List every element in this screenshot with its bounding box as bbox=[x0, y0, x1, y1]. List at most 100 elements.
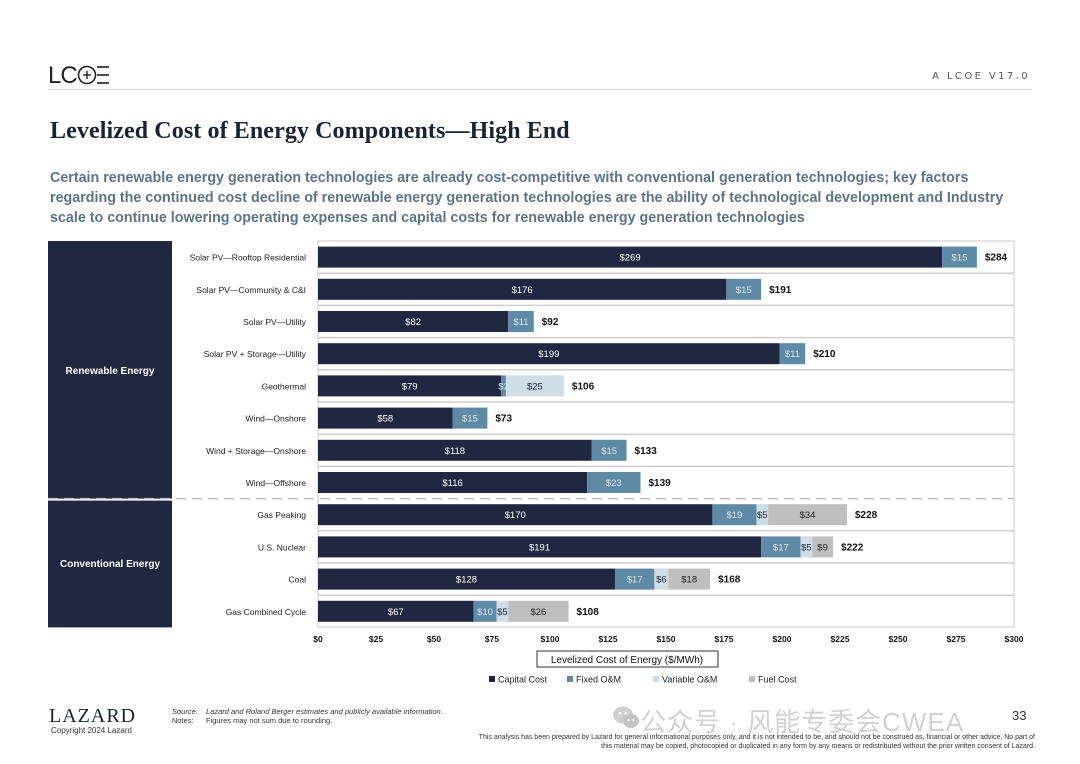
bar-fixed-om bbox=[614, 568, 655, 590]
x-axis-ticks: $0 $25 $50 $75 $100 $125 $150 $175 $200 $225 $250 $… bbox=[313, 634, 1023, 644]
segment-value-label: $6 bbox=[656, 575, 667, 586]
segment-value-label: $5 bbox=[497, 607, 508, 618]
bar-fixed-om bbox=[508, 311, 534, 332]
segment-value-label: $15 bbox=[462, 414, 478, 425]
segment-value-label: $199 bbox=[538, 349, 559, 360]
legend-label: Capital Cost bbox=[498, 675, 548, 685]
source-text: Lazard and Roland Berger estimates and p… bbox=[206, 707, 443, 716]
segment-value-label: $15 bbox=[736, 285, 752, 296]
stacked-bar-chart: Renewable Energy Conventional Energy Sola… bbox=[48, 240, 1024, 685]
segment-value-label: $10 bbox=[477, 607, 493, 618]
bar-capital bbox=[318, 375, 502, 397]
segment-value-label: $11 bbox=[785, 349, 800, 360]
segment-value-label: $5 bbox=[801, 542, 812, 553]
segment-value-label: $58 bbox=[377, 414, 393, 425]
total-value-label: $139 bbox=[648, 478, 671, 489]
segment-value-label: $67 bbox=[388, 607, 404, 618]
legend-swatch bbox=[749, 676, 755, 682]
page-number: 33 bbox=[1012, 708, 1027, 723]
source-label: Source: bbox=[172, 707, 198, 716]
disclaimer-text: This analysis has been prepared by Lazar… bbox=[478, 734, 1035, 750]
group-panel bbox=[48, 241, 172, 499]
bar-fuel bbox=[812, 536, 834, 558]
header-divider bbox=[48, 89, 1032, 90]
bar-capital bbox=[318, 311, 509, 332]
segment-value-label: $176 bbox=[512, 285, 533, 296]
total-value-label: $106 bbox=[572, 381, 595, 392]
segment-value-label: $269 bbox=[619, 253, 640, 264]
x-tick-label: $125 bbox=[599, 634, 618, 644]
lcoe-logo: LC bbox=[48, 62, 109, 89]
bar-fixed-om bbox=[473, 600, 497, 622]
x-tick-label: $100 bbox=[541, 634, 560, 644]
segment-value-label: $17 bbox=[773, 542, 789, 553]
x-tick-label: $275 bbox=[947, 634, 966, 644]
x-tick-label: $200 bbox=[773, 634, 792, 644]
segment-value-label: $170 bbox=[505, 510, 526, 521]
x-tick-label: $25 bbox=[369, 634, 383, 644]
segment-value-label: $34 bbox=[800, 510, 816, 521]
total-value-label: $92 bbox=[542, 317, 559, 328]
segment-value-label: $116 bbox=[442, 478, 462, 489]
total-labels: $284 $191 $92 $210 $106 $73 $133 $139 $228 $222 $1… bbox=[495, 253, 1007, 618]
page-subtitle: Certain renewable energy generation tech… bbox=[50, 170, 1004, 226]
bar-variable-om bbox=[505, 375, 564, 397]
bar-fixed-om bbox=[942, 246, 977, 268]
bar-fixed-om bbox=[712, 504, 757, 526]
group-panels: Renewable Energy Conventional Energy bbox=[48, 241, 1014, 628]
category-label: Coal bbox=[289, 575, 307, 585]
category-label: Geothermal bbox=[262, 381, 307, 391]
total-value-label: $133 bbox=[635, 446, 658, 457]
row-dividers bbox=[318, 272, 1014, 596]
x-tick-label: $225 bbox=[831, 634, 850, 644]
group-label: Conventional Energy bbox=[60, 559, 160, 570]
bar-fixed-om bbox=[501, 375, 506, 397]
legend-swatch bbox=[489, 676, 495, 682]
total-value-label: $191 bbox=[769, 285, 792, 296]
notes-label: Notes: bbox=[172, 716, 194, 725]
bar-capital bbox=[318, 472, 588, 493]
bar-capital bbox=[318, 504, 713, 526]
bar-variable-om bbox=[496, 600, 509, 622]
segment-value-label: $118 bbox=[445, 446, 465, 457]
segment-value-label: $5 bbox=[757, 510, 768, 521]
category-label: Wind—Offshore bbox=[246, 478, 307, 488]
category-labels: Solar PV—Rooftop Residential Solar PV—Com… bbox=[190, 253, 307, 617]
copyright-text: Copyright 2024 Lazard bbox=[51, 726, 132, 735]
svg-text:LC: LC bbox=[48, 62, 77, 89]
category-label: Solar PV + Storage—Utility bbox=[204, 349, 307, 359]
segment-value-label: $19 bbox=[727, 510, 743, 521]
segment-value-label: $18 bbox=[681, 575, 697, 586]
x-axis-title-box: Levelized Cost of Energy ($/MWh) bbox=[536, 650, 719, 668]
segment-value-label: $15 bbox=[952, 253, 968, 264]
segment-value-label: $79 bbox=[402, 381, 418, 392]
x-axis-title: Levelized Cost of Energy ($/MWh) bbox=[551, 655, 703, 666]
x-tick-label: $175 bbox=[715, 634, 734, 644]
total-value-label: $168 bbox=[718, 575, 741, 586]
category-label: Wind + Storage—Onshore bbox=[206, 446, 306, 456]
lazard-logo: LAZARD bbox=[49, 705, 137, 727]
bar-fuel bbox=[668, 568, 711, 590]
segment-value-label: $26 bbox=[530, 607, 546, 618]
bar-variable-om bbox=[756, 504, 769, 526]
bar-fuel bbox=[768, 504, 847, 526]
x-tick-label: $250 bbox=[889, 634, 908, 644]
bar-fuel bbox=[508, 600, 569, 622]
segment-value-label: $82 bbox=[405, 317, 421, 328]
bar-fixed-om bbox=[761, 536, 801, 558]
category-label: Gas Combined Cycle bbox=[226, 607, 307, 617]
legend-swatch bbox=[653, 676, 659, 682]
bar-capital bbox=[318, 600, 474, 622]
report-version-label: A LCOE V17.0 bbox=[932, 71, 1030, 82]
segment-value-label: $23 bbox=[606, 478, 622, 489]
legend-label: Variable O&M bbox=[662, 675, 717, 685]
bar-capital bbox=[318, 246, 943, 268]
legend-label: Fixed O&M bbox=[576, 675, 621, 685]
group-label: Renewable Energy bbox=[66, 366, 155, 377]
segment-value-label: $2 bbox=[498, 381, 509, 392]
total-value-label: $222 bbox=[841, 542, 864, 553]
segment-value-label: $11 bbox=[513, 317, 528, 328]
segment-labels: $269 $15 $176 $15 $82 $11 $199 $11 $79 $2 $25 $58 $1… bbox=[377, 253, 967, 618]
watermark-text: 公众号 · 风能专委会CWEA bbox=[640, 707, 965, 737]
bar-fixed-om bbox=[591, 439, 627, 461]
